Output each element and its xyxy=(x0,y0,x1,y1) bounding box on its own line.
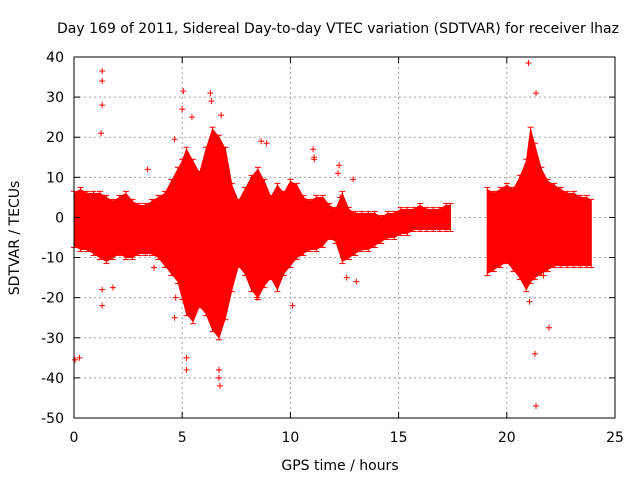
y-tick-label: -10 xyxy=(41,251,64,267)
y-tick-label: -20 xyxy=(41,291,64,307)
chart-title: Day 169 of 2011, Sidereal Day-to-day VTE… xyxy=(57,21,619,37)
y-axis-label: SDTVAR / TECUs xyxy=(7,181,23,296)
y-tick-label: 20 xyxy=(46,130,64,146)
data-point xyxy=(218,112,225,119)
data-point xyxy=(289,302,296,309)
data-point xyxy=(263,140,270,147)
plot-frame xyxy=(73,56,616,419)
data-point xyxy=(180,88,187,95)
data-point xyxy=(336,162,343,169)
x-axis-label: GPS time / hours xyxy=(281,458,398,474)
data-point xyxy=(172,294,179,301)
data-point xyxy=(109,284,116,291)
data-point xyxy=(171,136,178,143)
x-tick-label: 20 xyxy=(498,430,516,446)
x-tick-label: 15 xyxy=(390,430,408,446)
data-series xyxy=(71,60,595,409)
x-tick-label: 10 xyxy=(281,430,299,446)
data-point xyxy=(253,294,260,301)
data-point xyxy=(188,114,195,121)
data-point xyxy=(99,302,106,309)
data-point xyxy=(533,90,540,97)
data-point xyxy=(526,298,533,305)
axis-ticks: 0 5 10 15 20 25 -50 -40 -30 -20 -10 0 10 20 30 40 xyxy=(41,50,624,446)
x-tick-label: 5 xyxy=(178,430,187,446)
data-point xyxy=(343,274,350,281)
data-point xyxy=(217,382,224,389)
data-point xyxy=(533,402,540,409)
data-point xyxy=(171,314,178,321)
data-point xyxy=(183,366,190,373)
y-tick-label: 40 xyxy=(46,50,64,66)
data-band-2 xyxy=(486,129,592,291)
data-point xyxy=(76,354,83,361)
data-point xyxy=(337,194,344,201)
data-point xyxy=(99,78,106,85)
y-tick-label: -30 xyxy=(41,331,64,347)
y-tick-label: 0 xyxy=(55,210,64,226)
data-point xyxy=(151,264,158,271)
data-point xyxy=(183,354,190,361)
data-point xyxy=(335,170,342,177)
data-point xyxy=(353,278,360,285)
y-tick-label: 30 xyxy=(46,90,64,106)
data-point xyxy=(525,60,532,67)
y-tick-label: 10 xyxy=(46,170,64,186)
x-tick-label: 0 xyxy=(70,430,79,446)
data-point xyxy=(215,374,222,381)
data-point xyxy=(215,366,222,373)
data-point xyxy=(208,98,215,105)
x-tick-label: 25 xyxy=(606,430,624,446)
data-point xyxy=(540,272,547,279)
data-point xyxy=(99,286,106,293)
data-point xyxy=(350,176,357,183)
data-point xyxy=(545,324,552,331)
data-point xyxy=(310,146,317,153)
data-point xyxy=(258,138,265,145)
data-point xyxy=(331,214,338,221)
data-point xyxy=(72,356,79,363)
data-point xyxy=(99,102,106,109)
data-point xyxy=(207,90,214,97)
data-point xyxy=(99,68,106,75)
y-tick-label: -40 xyxy=(41,371,64,387)
data-point xyxy=(98,130,105,137)
y-tick-label: -50 xyxy=(41,411,64,427)
data-point xyxy=(144,166,151,173)
data-point xyxy=(531,350,538,357)
data-point xyxy=(179,106,186,113)
data-point xyxy=(311,154,318,161)
